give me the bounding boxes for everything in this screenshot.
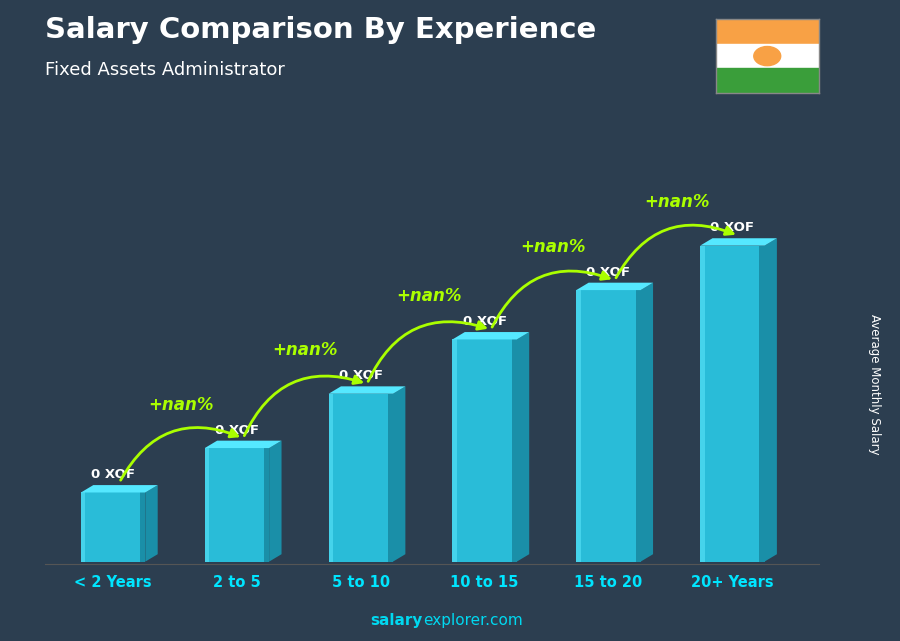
Polygon shape [145, 485, 158, 562]
Polygon shape [81, 485, 158, 492]
Text: salary: salary [371, 613, 423, 628]
Polygon shape [205, 440, 282, 448]
Bar [205, 448, 269, 562]
Text: 0 XOF: 0 XOF [91, 468, 135, 481]
Text: explorer.com: explorer.com [423, 613, 523, 628]
Bar [716, 19, 819, 44]
Text: +nan%: +nan% [644, 193, 709, 211]
Polygon shape [453, 332, 529, 340]
Bar [205, 448, 210, 562]
Bar [453, 340, 517, 562]
Bar [328, 394, 393, 562]
Polygon shape [764, 238, 777, 562]
Bar [140, 492, 145, 562]
Text: 0 XOF: 0 XOF [710, 221, 754, 235]
Bar [512, 340, 517, 562]
Text: 0 XOF: 0 XOF [463, 315, 507, 328]
Bar [81, 492, 86, 562]
Text: Fixed Assets Administrator: Fixed Assets Administrator [45, 61, 285, 79]
Polygon shape [576, 283, 653, 290]
Polygon shape [517, 332, 529, 562]
Bar [700, 246, 764, 562]
Text: +nan%: +nan% [273, 341, 338, 359]
Bar [760, 246, 764, 562]
Bar [453, 340, 457, 562]
Bar [716, 44, 819, 69]
Bar [716, 69, 819, 93]
Polygon shape [328, 387, 405, 394]
Text: +nan%: +nan% [148, 395, 214, 413]
Polygon shape [641, 283, 653, 562]
Bar [328, 394, 333, 562]
Text: 0 XOF: 0 XOF [215, 424, 259, 437]
Text: +nan%: +nan% [520, 238, 586, 256]
Bar [81, 492, 145, 562]
Bar [576, 290, 641, 562]
Bar [388, 394, 393, 562]
Polygon shape [393, 387, 405, 562]
Bar [700, 246, 705, 562]
Text: +nan%: +nan% [396, 287, 462, 305]
Bar [576, 290, 580, 562]
Bar [635, 290, 641, 562]
Polygon shape [700, 238, 777, 246]
Text: 0 XOF: 0 XOF [587, 266, 631, 279]
Text: Salary Comparison By Experience: Salary Comparison By Experience [45, 16, 596, 44]
Circle shape [754, 47, 780, 65]
Polygon shape [269, 440, 282, 562]
Bar [264, 448, 269, 562]
Text: 0 XOF: 0 XOF [338, 369, 382, 383]
Text: Average Monthly Salary: Average Monthly Salary [868, 314, 881, 455]
